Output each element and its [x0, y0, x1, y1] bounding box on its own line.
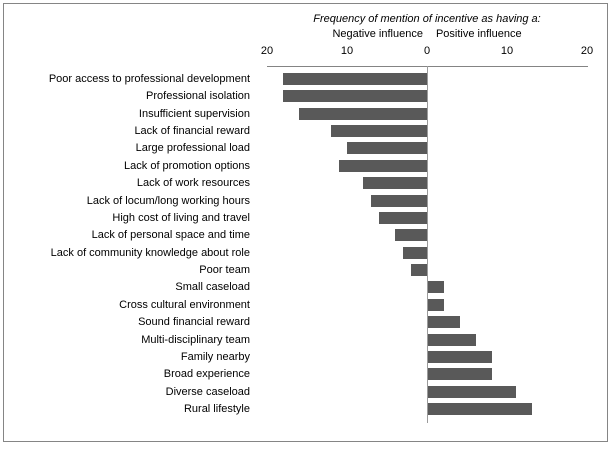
negative-influence-label: Negative influence — [332, 28, 423, 40]
bar-positive — [428, 281, 444, 294]
axis-group-labels: Negative influence Positive influence — [267, 27, 587, 41]
bar-negative — [403, 246, 427, 259]
category-label: Family nearby — [180, 350, 250, 363]
category-label: Small caseload — [175, 281, 250, 294]
bar-negative — [395, 229, 427, 242]
category-label: Rural lifestyle — [183, 403, 250, 416]
bar-negative — [299, 107, 427, 120]
category-label: High cost of living and travel — [112, 211, 250, 224]
x-axis-tick: 0 — [423, 45, 431, 57]
bar-positive — [428, 298, 444, 311]
bar-negative — [411, 264, 427, 277]
category-label: Lack of locum/long working hours — [86, 194, 250, 207]
category-label: Professional isolation — [146, 90, 250, 103]
bar-positive — [428, 350, 492, 363]
bar-negative — [283, 90, 427, 103]
category-label: Broad experience — [163, 368, 250, 381]
bar-positive — [428, 385, 516, 398]
bar-positive — [428, 333, 476, 346]
bar-negative — [363, 177, 427, 190]
category-label: Lack of personal space and time — [91, 229, 250, 242]
bar-negative — [371, 194, 427, 207]
category-label: Diverse caseload — [165, 385, 250, 398]
category-label: Poor access to professional development — [48, 73, 250, 85]
bar-negative — [331, 125, 427, 138]
category-label: Lack of financial reward — [134, 125, 250, 138]
category-label: Cross cultural environment — [119, 298, 250, 311]
category-label: Multi-disciplinary team — [141, 333, 250, 346]
x-axis-tick: 20 — [580, 45, 594, 57]
bar-positive — [428, 316, 460, 329]
bar-positive — [428, 368, 492, 381]
category-label: Lack of community knowledge about role — [50, 246, 250, 259]
zero-baseline — [427, 66, 428, 423]
bar-positive — [428, 403, 532, 416]
positive-influence-label: Positive influence — [435, 28, 522, 40]
bar-negative — [347, 142, 427, 155]
x-axis-tick: 10 — [340, 45, 354, 57]
category-label: Sound financial reward — [138, 316, 250, 329]
bar-negative — [283, 73, 427, 85]
category-label: Large professional load — [135, 142, 250, 155]
category-label: Insufficient supervision — [138, 107, 250, 120]
category-label: Poor team — [199, 264, 250, 277]
category-label: Lack of promotion options — [124, 159, 250, 172]
category-label: Lack of work resources — [136, 177, 250, 190]
bar-negative — [379, 211, 427, 224]
bar-negative — [339, 159, 427, 172]
x-axis-tick: 10 — [500, 45, 514, 57]
chart-title: Frequency of mention of incentive as hav… — [313, 13, 541, 25]
x-axis-tick: 20 — [260, 45, 274, 57]
